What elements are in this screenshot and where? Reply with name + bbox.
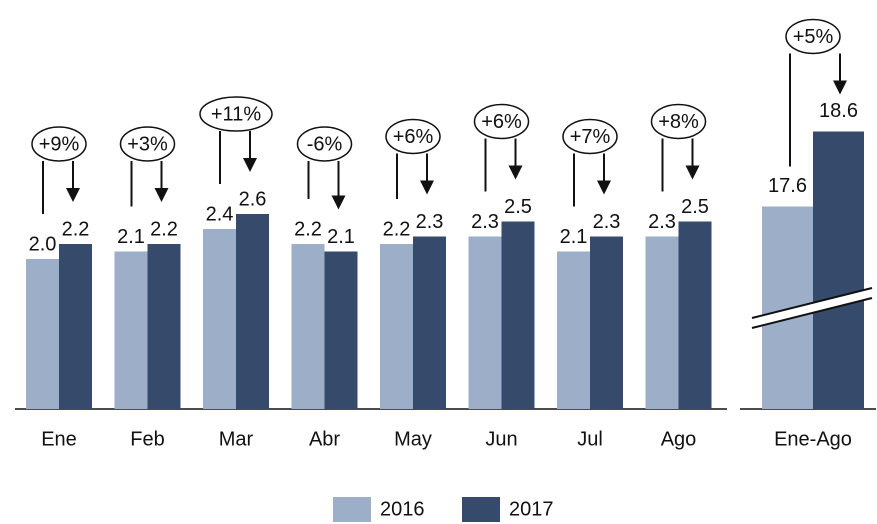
change-label: +7% [570, 126, 611, 148]
change-label: +3% [127, 133, 168, 155]
change-label: +6% [481, 111, 522, 133]
bar [590, 236, 623, 409]
x-tick-label: Jul [577, 428, 603, 450]
value-label: 2.1 [327, 226, 355, 248]
break-line [751, 297, 873, 329]
value-label: 2.2 [294, 218, 322, 240]
break-line [751, 287, 873, 319]
value-label: 2.3 [648, 211, 676, 233]
legend-swatch [462, 497, 500, 522]
legend-label: 2016 [380, 498, 425, 520]
value-label: 18.6 [819, 100, 858, 122]
bar [468, 236, 502, 409]
value-label: 2.2 [383, 218, 411, 240]
x-tick-label: May [394, 428, 432, 450]
legend-label: 2017 [509, 498, 554, 520]
x-tick-label: Mar [219, 428, 254, 450]
value-label: 2.2 [150, 218, 178, 240]
bar [236, 214, 269, 409]
change-bubble [562, 118, 618, 155]
bar [59, 244, 92, 409]
legend-swatch [333, 497, 371, 522]
value-label: 2.1 [117, 226, 145, 248]
bar [114, 251, 148, 409]
value-label: 2.5 [681, 196, 709, 218]
bar [147, 244, 181, 409]
value-label: 2.3 [471, 211, 499, 233]
x-tick-label: Feb [130, 428, 164, 450]
bar [557, 251, 590, 409]
change-bubble [119, 126, 176, 162]
bar [813, 131, 864, 409]
value-label: 17.6 [768, 175, 807, 197]
change-label: +6% [393, 126, 434, 148]
change-bubble [385, 118, 441, 155]
arrow-head [154, 188, 169, 202]
value-label: 2.3 [593, 211, 621, 233]
value-label: 2.4 [206, 203, 234, 225]
bar [291, 244, 325, 409]
value-label: 2.1 [560, 226, 588, 248]
value-label: 2.5 [504, 196, 532, 218]
bar [501, 221, 535, 409]
bar [380, 244, 413, 409]
axis-break [751, 287, 873, 329]
bar [645, 236, 679, 409]
x-tick-label: Jun [485, 428, 517, 450]
change-bubble [473, 103, 530, 140]
value-label: 2.0 [29, 233, 57, 255]
value-label: 2.6 [239, 188, 267, 210]
arrow-head [66, 188, 80, 202]
change-bubble [785, 18, 841, 55]
break-band [752, 288, 872, 328]
bar [324, 251, 358, 409]
bar [413, 236, 446, 409]
value-label: 2.3 [416, 211, 444, 233]
bar [26, 259, 59, 409]
change-label: -6% [307, 133, 343, 155]
change-label: +9% [39, 133, 80, 155]
value-label: 2.2 [62, 218, 90, 240]
x-tick-label: Ene [41, 428, 77, 450]
x-tick-label: Ago [661, 428, 697, 450]
change-label: +11% [211, 103, 261, 125]
arrow-head [597, 180, 611, 195]
x-tick-label: Ene-Ago [774, 428, 852, 450]
arrow-head [243, 158, 257, 172]
arrow-head [685, 165, 700, 180]
change-label: +5% [793, 26, 834, 48]
arrow-head [331, 195, 346, 210]
arrow-head [508, 165, 523, 180]
change-label: +8% [658, 111, 699, 133]
change-bubble [31, 126, 87, 162]
bar [678, 221, 712, 409]
change-bubble [650, 103, 707, 140]
bar [203, 229, 236, 409]
x-tick-label: Abr [309, 428, 340, 450]
arrow-head [420, 180, 434, 195]
arrow-head [833, 80, 847, 95]
change-bubble [296, 126, 353, 162]
change-bubble [199, 96, 273, 132]
